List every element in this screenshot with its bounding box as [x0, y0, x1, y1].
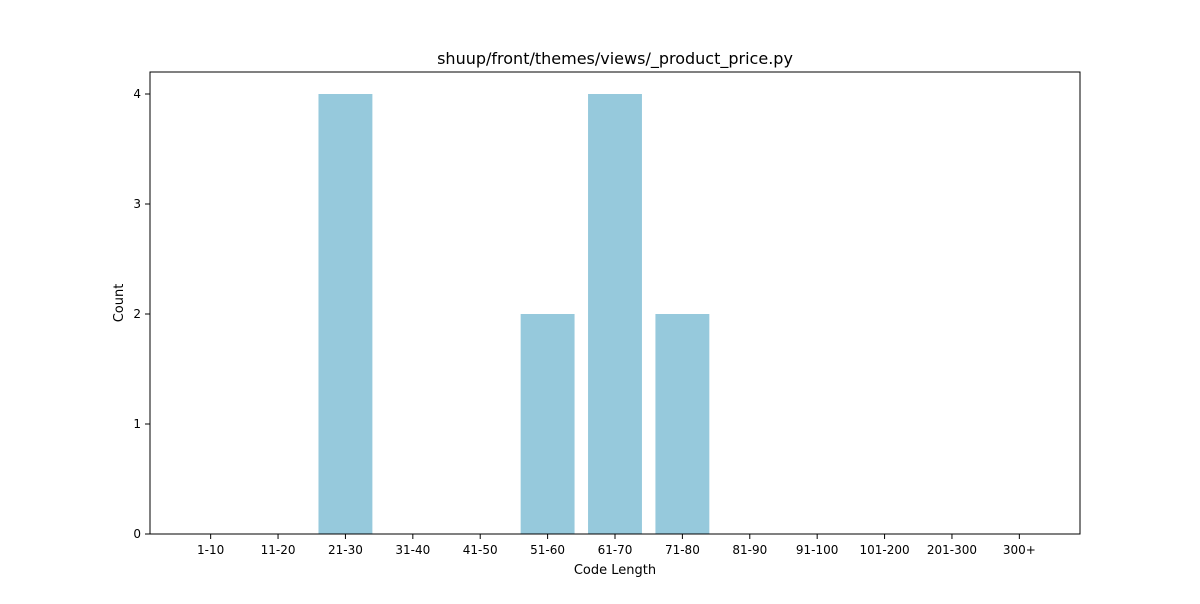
y-tick-label: 3: [133, 197, 141, 211]
x-tick-label: 61-70: [598, 543, 633, 557]
x-tick-label: 41-50: [463, 543, 498, 557]
x-tick-label: 101-200: [859, 543, 909, 557]
y-axis-label: Count: [112, 284, 127, 323]
x-tick-label: 300+: [1003, 543, 1036, 557]
x-tick-label: 91-100: [796, 543, 839, 557]
x-tick-label: 11-20: [261, 543, 296, 557]
x-tick-label: 21-30: [328, 543, 363, 557]
bar-71-80: [655, 314, 710, 534]
plot-area-frame: [149, 71, 1081, 535]
x-tick-label: 81-90: [732, 543, 767, 557]
chart-title: shuup/front/themes/views/_product_price.…: [437, 49, 793, 69]
y-tick-label: 1: [133, 417, 141, 431]
x-tick-label: 31-40: [395, 543, 430, 557]
y-axis-ticks: 0 1 2 3 4: [133, 87, 150, 541]
bar-21-30: [318, 94, 373, 534]
y-tick-label: 0: [133, 527, 141, 541]
x-tick-label: 1-10: [197, 543, 224, 557]
bars-group: [318, 94, 710, 534]
x-tick-label: 51-60: [530, 543, 565, 557]
y-tick-label: 2: [133, 307, 141, 321]
x-tick-label: 71-80: [665, 543, 700, 557]
bar-51-60: [520, 314, 575, 534]
x-axis-ticks: 1-10 11-20 21-30 31-40 41-50 51-60 61-70 71-80 8…: [197, 534, 1036, 557]
x-axis-label: Code Length: [574, 563, 656, 578]
x-tick-label: 201-300: [927, 543, 977, 557]
bar-61-70: [588, 94, 642, 534]
y-tick-label: 4: [133, 87, 141, 101]
